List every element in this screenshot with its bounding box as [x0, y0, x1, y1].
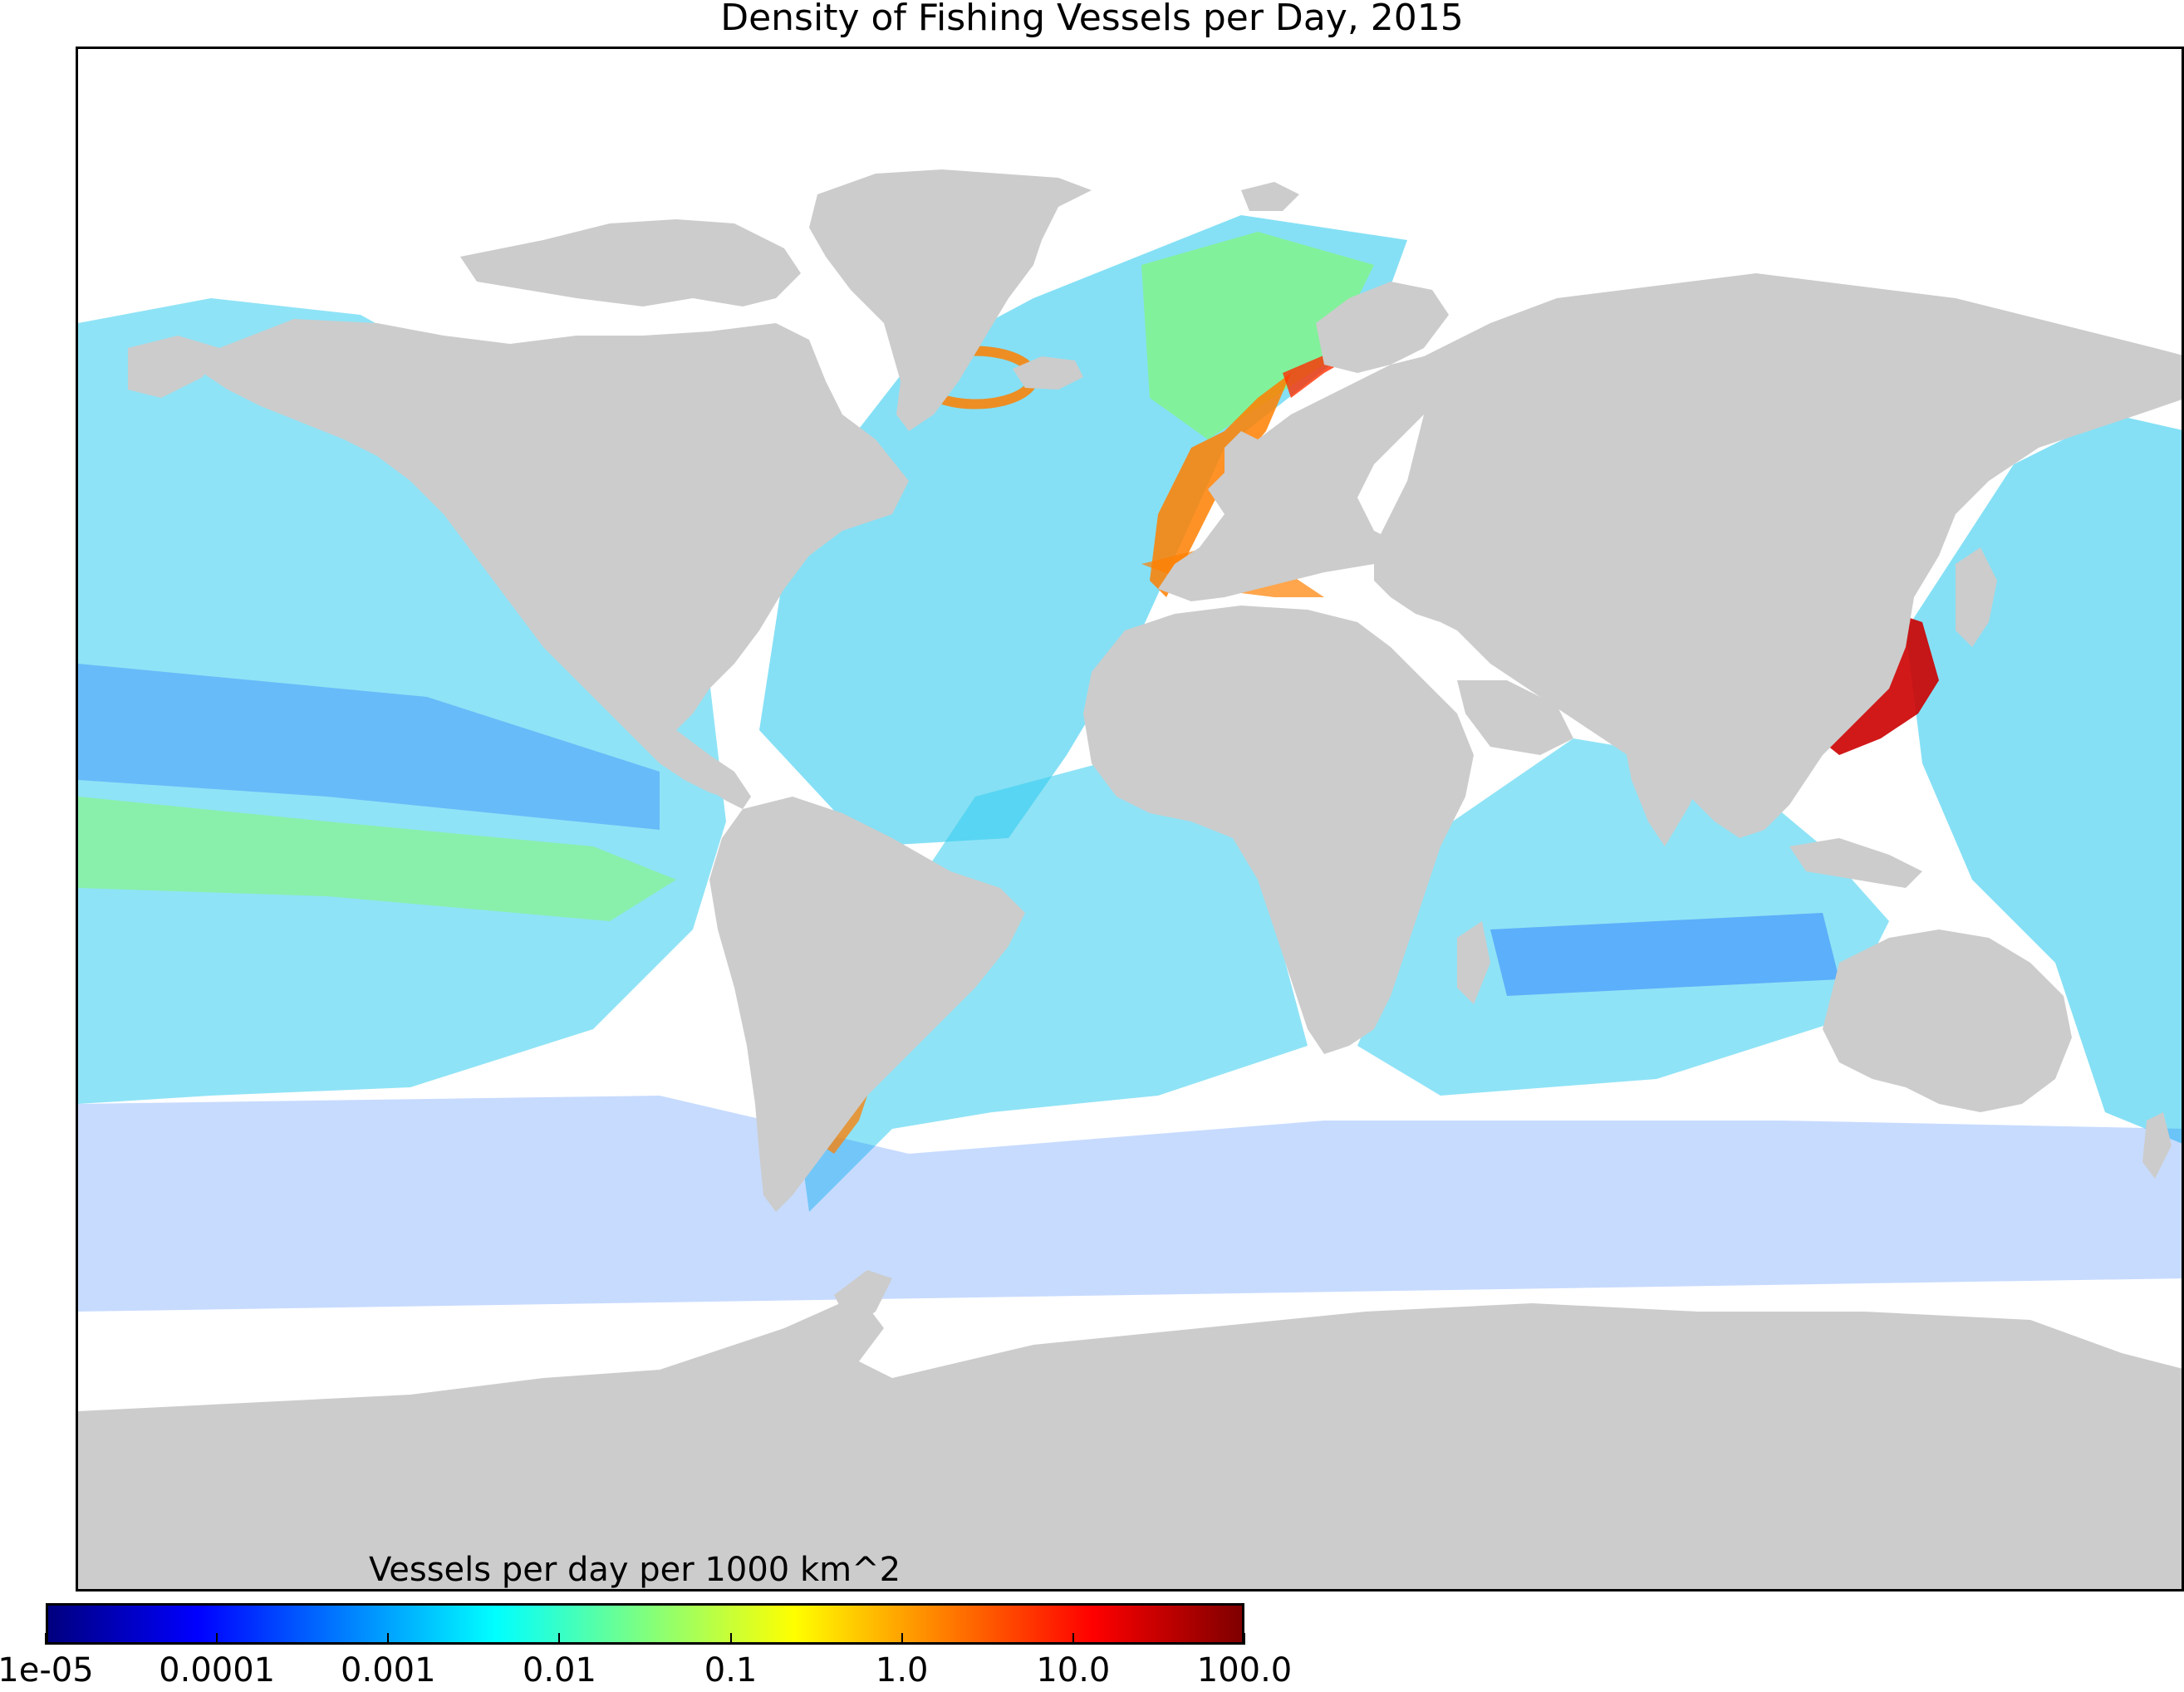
land-antarctic-peninsula [834, 1270, 892, 1328]
land-greenland [809, 169, 1092, 431]
land-central-america [664, 730, 751, 809]
land-antarctica [78, 1295, 2182, 1589]
density-south-atlantic [793, 763, 1308, 1212]
map-title: Density of Fishing Vessels per Day, 2015 [720, 0, 1464, 39]
colorbar-label: Vessels per day per 1000 km^2 [369, 1551, 901, 1589]
vessel-density-layer [78, 215, 2182, 1312]
land-southeast-asia-islands [1789, 838, 1922, 888]
colorbar-tick-label: 0.001 [341, 1651, 436, 1690]
colorbar-tick [901, 1633, 903, 1645]
colorbar-tick-label: 1.0 [875, 1651, 929, 1690]
colorbar-tick-label: 0.1 [704, 1651, 758, 1690]
density-north-sea [1141, 232, 1374, 439]
land-asia [1374, 273, 2182, 838]
land-scandinavia [1316, 282, 1449, 373]
colorbar-tick-label: 1e-05 [0, 1651, 94, 1690]
density-indian-band [1490, 913, 1839, 996]
colorbar-tick-label: 0.0001 [159, 1651, 276, 1690]
land-japan [1956, 547, 1997, 647]
land-madagascar [1457, 921, 1490, 1004]
land-australia [1823, 929, 2072, 1112]
colorbar-tick [1072, 1633, 1074, 1645]
land-british-isles [1225, 431, 1258, 498]
land-arctic-canada [460, 219, 801, 307]
land-alaska-tip [128, 336, 219, 398]
colorbar-tick [1244, 1633, 1245, 1645]
land-layer [78, 169, 2182, 1589]
land-iceland [1013, 356, 1083, 390]
land-south-america [709, 797, 1025, 1212]
density-pacific-core [78, 664, 660, 830]
land-new-zealand [2142, 1112, 2172, 1179]
colorbar-tick-label: 100.0 [1196, 1651, 1293, 1690]
world-map [78, 169, 2182, 1589]
density-pacific-band [78, 797, 676, 921]
colorbar-tick-label: 0.01 [522, 1651, 596, 1690]
land-arabia [1457, 680, 1573, 755]
land-north-america [203, 319, 909, 801]
map-frame [76, 47, 2184, 1591]
colorbar-tick [216, 1633, 218, 1645]
land-india [1623, 738, 1706, 846]
colorbar-tick [45, 1633, 47, 1645]
colorbar-tick [729, 1633, 732, 1645]
colorbar-tick [558, 1633, 561, 1645]
colorbar [46, 1603, 1244, 1645]
land-africa [1083, 606, 1474, 1054]
land-svalbard [1241, 182, 1299, 211]
colorbar-tick [387, 1633, 390, 1645]
density-southern-ocean [78, 1096, 2182, 1312]
colorbar-tick-label: 10.0 [1036, 1651, 1111, 1690]
